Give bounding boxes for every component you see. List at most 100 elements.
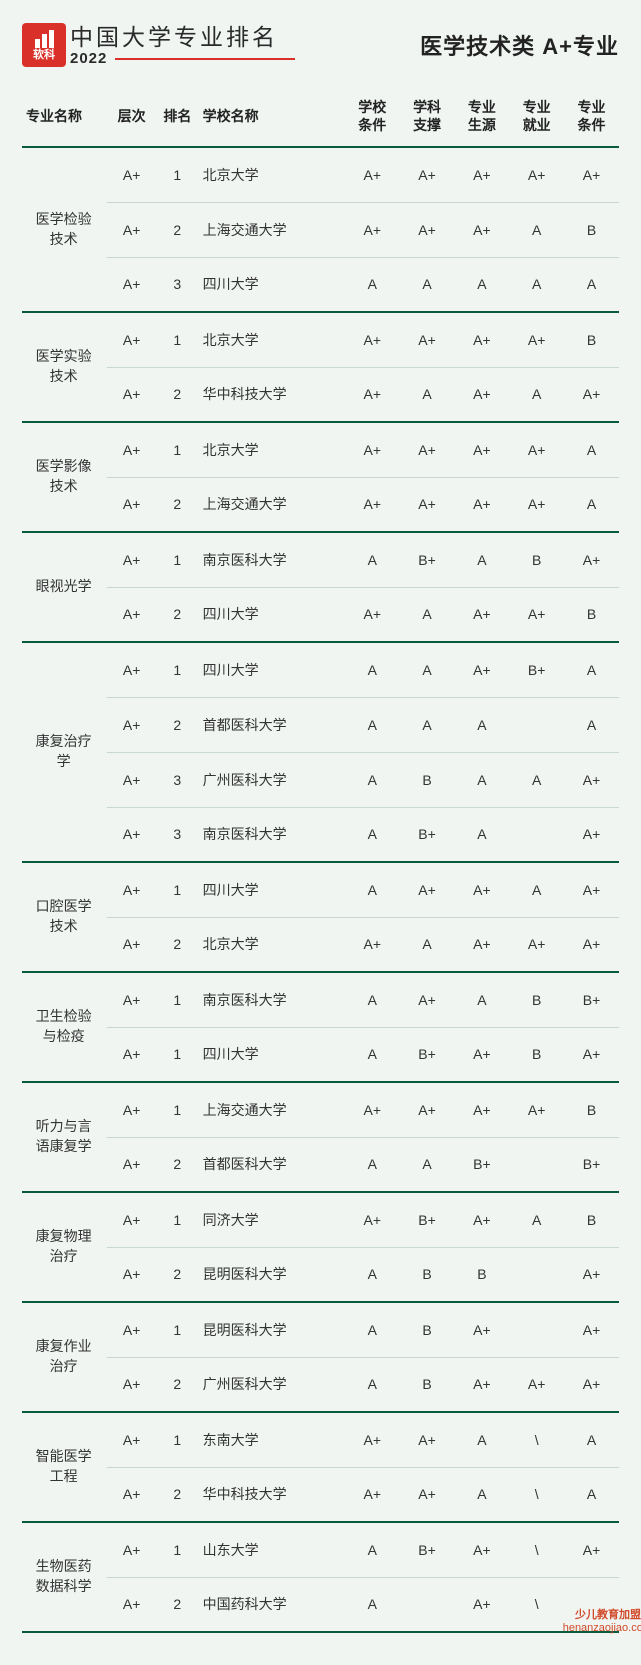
- school-cell: 华中科技大学: [199, 367, 345, 422]
- rank-cell: 2: [156, 477, 199, 532]
- score-c1: A: [345, 1302, 400, 1357]
- col-c4: 专业就业: [509, 89, 564, 147]
- table-row: A+2上海交通大学A+A+A+AB: [22, 202, 619, 257]
- tier-cell: A+: [107, 587, 156, 642]
- score-c1: A: [345, 1522, 400, 1577]
- major-cell: 医学影像技术: [22, 422, 107, 532]
- rank-cell: 1: [156, 1027, 199, 1082]
- score-c4: [509, 697, 564, 752]
- score-c5: A+: [564, 532, 619, 587]
- score-c1: A+: [345, 1412, 400, 1467]
- score-c4: \: [509, 1467, 564, 1522]
- tier-cell: A+: [107, 862, 156, 917]
- score-c2: A+: [400, 972, 455, 1027]
- table-row: A+2首都医科大学AAAA: [22, 697, 619, 752]
- score-c2: B+: [400, 1522, 455, 1577]
- rank-cell: 2: [156, 917, 199, 972]
- score-c4: A+: [509, 422, 564, 477]
- score-c1: A+: [345, 147, 400, 202]
- score-c5: B: [564, 587, 619, 642]
- score-c1: A: [345, 257, 400, 312]
- rank-cell: 1: [156, 642, 199, 697]
- table-row: 康复治疗学A+1四川大学AAA+B+A: [22, 642, 619, 697]
- score-c1: A+: [345, 202, 400, 257]
- score-c2: A: [400, 642, 455, 697]
- score-c2: A: [400, 257, 455, 312]
- score-c5: A: [564, 1412, 619, 1467]
- score-c3: A: [454, 807, 509, 862]
- score-c1: A+: [345, 477, 400, 532]
- score-c3: A+: [454, 1302, 509, 1357]
- page-title: 医学技术类 A+专业: [420, 29, 619, 67]
- tier-cell: A+: [107, 147, 156, 202]
- score-c2: B+: [400, 807, 455, 862]
- score-c4: A+: [509, 1357, 564, 1412]
- tier-cell: A+: [107, 752, 156, 807]
- rank-cell: 1: [156, 862, 199, 917]
- score-c3: A+: [454, 642, 509, 697]
- score-c2: A: [400, 587, 455, 642]
- tier-cell: A+: [107, 312, 156, 367]
- score-c5: A: [564, 477, 619, 532]
- score-c3: A+: [454, 422, 509, 477]
- school-cell: 昆明医科大学: [199, 1302, 345, 1357]
- score-c3: A+: [454, 862, 509, 917]
- tier-cell: A+: [107, 532, 156, 587]
- score-c5: A: [564, 642, 619, 697]
- score-c3: A: [454, 257, 509, 312]
- brand-logo-text: 软科: [33, 50, 55, 61]
- score-c2: A+: [400, 147, 455, 202]
- table-row: 医学检验技术A+1北京大学A+A+A+A+A+: [22, 147, 619, 202]
- score-c3: A+: [454, 1027, 509, 1082]
- major-cell: 康复作业治疗: [22, 1302, 107, 1412]
- table-row: 康复物理治疗A+1同济大学A+B+A+AB: [22, 1192, 619, 1247]
- table-row: A+2上海交通大学A+A+A+A+A: [22, 477, 619, 532]
- major-cell: 智能医学工程: [22, 1412, 107, 1522]
- score-c2: B: [400, 1247, 455, 1302]
- score-c1: A: [345, 752, 400, 807]
- score-c2: A: [400, 697, 455, 752]
- school-cell: 上海交通大学: [199, 202, 345, 257]
- score-c5: A+: [564, 1522, 619, 1577]
- score-c2: [400, 1577, 455, 1632]
- score-c3: A+: [454, 477, 509, 532]
- score-c2: B: [400, 752, 455, 807]
- tier-cell: A+: [107, 1137, 156, 1192]
- table-row: 医学影像技术A+1北京大学A+A+A+A+A: [22, 422, 619, 477]
- score-c2: B: [400, 1302, 455, 1357]
- table-row: 生物医药数据科学A+1山东大学AB+A+\A+: [22, 1522, 619, 1577]
- score-c4: A+: [509, 312, 564, 367]
- major-cell: 医学检验技术: [22, 147, 107, 312]
- table-row: A+2北京大学A+AA+A+A+: [22, 917, 619, 972]
- score-c4: \: [509, 1522, 564, 1577]
- score-c5: A+: [564, 367, 619, 422]
- rank-cell: 2: [156, 587, 199, 642]
- score-c4: [509, 1137, 564, 1192]
- tier-cell: A+: [107, 477, 156, 532]
- score-c3: A+: [454, 367, 509, 422]
- school-cell: 同济大学: [199, 1192, 345, 1247]
- col-school: 学校名称: [199, 89, 345, 147]
- rank-cell: 1: [156, 1412, 199, 1467]
- score-c4: A: [509, 202, 564, 257]
- school-cell: 南京医科大学: [199, 807, 345, 862]
- header: 软科 中国大学专业排名 2022 医学技术类 A+专业: [22, 18, 619, 75]
- score-c1: A+: [345, 1467, 400, 1522]
- tier-cell: A+: [107, 1247, 156, 1302]
- score-c3: A: [454, 532, 509, 587]
- score-c1: A+: [345, 367, 400, 422]
- score-c3: A: [454, 697, 509, 752]
- school-cell: 东南大学: [199, 1412, 345, 1467]
- table-row: 听力与言语康复学A+1上海交通大学A+A+A+A+B: [22, 1082, 619, 1137]
- brand-logo-icon: 软科: [22, 23, 66, 67]
- table-row: A+2四川大学A+AA+A+B: [22, 587, 619, 642]
- rank-cell: 2: [156, 1577, 199, 1632]
- brand-underline: [115, 58, 295, 60]
- rank-cell: 1: [156, 532, 199, 587]
- school-cell: 昆明医科大学: [199, 1247, 345, 1302]
- school-cell: 广州医科大学: [199, 752, 345, 807]
- major-cell: 口腔医学技术: [22, 862, 107, 972]
- score-c3: A+: [454, 202, 509, 257]
- tier-cell: A+: [107, 1577, 156, 1632]
- table-row: A+2昆明医科大学ABBA+: [22, 1247, 619, 1302]
